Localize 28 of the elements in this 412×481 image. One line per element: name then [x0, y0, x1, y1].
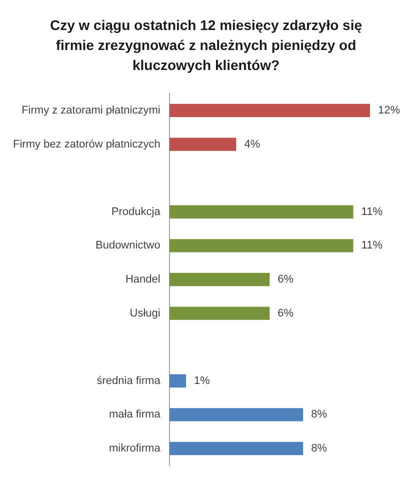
- bar: [169, 306, 270, 320]
- data-label: 8%: [311, 408, 328, 421]
- data-label: 6%: [278, 307, 294, 320]
- data-label: 1%: [194, 374, 210, 387]
- data-label: 11%: [361, 206, 383, 218]
- chart-title: Czy w ciągu ostatnich 12 miesięcy zdarzyło się firmie zrezygnować z należnych pieniędzy od kluczowych klientów?: [48, 16, 363, 75]
- bar: [169, 272, 270, 286]
- bar: [169, 408, 304, 422]
- y-tick-label: Budownictwo: [95, 240, 160, 252]
- y-tick-label: mała firma: [108, 408, 162, 421]
- data-label: 12%: [378, 104, 400, 117]
- y-tick-label: średnia firma: [96, 374, 162, 387]
- bar: [169, 205, 354, 218]
- y-tick-label: Firmy z zatorami płatniczymi: [22, 104, 160, 117]
- bar: [169, 239, 354, 252]
- bar: [169, 138, 236, 151]
- y-tick-label: Produkcja: [111, 206, 162, 218]
- bar: [169, 374, 186, 388]
- y-tick-label: Firmy bez zatorów płatniczych: [12, 138, 160, 150]
- y-tick-label: mikrofirma: [108, 442, 162, 455]
- bar: [169, 442, 304, 456]
- data-label: 6%: [278, 274, 294, 286]
- data-label: 11%: [361, 240, 383, 252]
- y-tick-label: Handel: [125, 274, 160, 286]
- data-label: 8%: [311, 442, 328, 455]
- data-label: 4%: [244, 138, 260, 150]
- y-tick-label: Usługi: [130, 307, 160, 320]
- bar: [169, 104, 370, 118]
